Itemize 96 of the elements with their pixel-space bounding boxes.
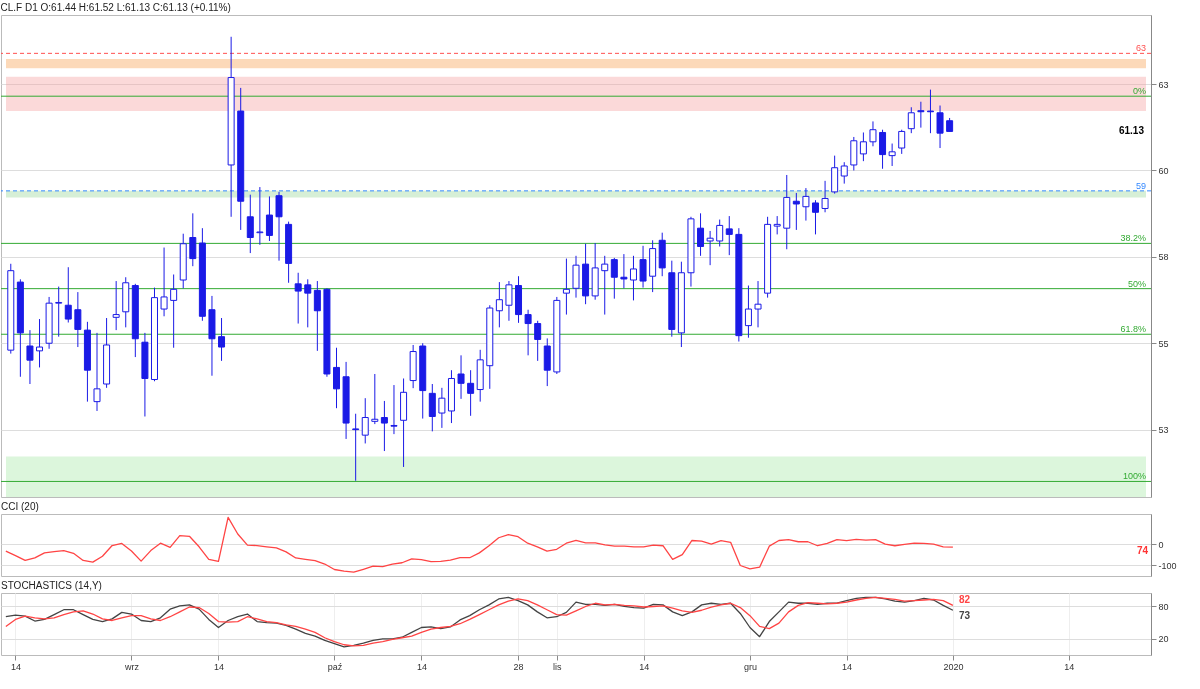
y-tick-label: 63 (1158, 79, 1169, 90)
candlestick (725, 215, 733, 256)
candlestick (74, 291, 82, 348)
line-series (5, 516, 954, 573)
candlestick (304, 278, 312, 328)
x-tick-label: 14 (639, 661, 650, 672)
y-tick-label: 53 (1158, 425, 1169, 436)
candlestick (36, 318, 44, 368)
candlestick (380, 400, 388, 452)
y-tick-label: 55 (1158, 338, 1169, 349)
x-tick-label: 14 (10, 661, 21, 672)
candlestick (572, 255, 580, 299)
candlestick (505, 280, 513, 322)
candlestick (926, 89, 934, 134)
candlestick (792, 192, 800, 231)
x-tick-label: paź (327, 661, 343, 672)
candlestick (629, 255, 637, 301)
annotation: 61.13 (1118, 125, 1145, 137)
y-tick-label: 58 (1158, 252, 1169, 263)
candlestick (821, 180, 829, 213)
ref-line-label: 63 (1135, 43, 1146, 54)
candlestick (898, 129, 906, 155)
y-tick-label: 20 (1158, 634, 1169, 645)
candlestick (55, 286, 63, 338)
candlestick (802, 187, 810, 222)
annotation: 38.2% (1120, 233, 1146, 244)
candlestick (189, 212, 197, 267)
candlestick (428, 383, 436, 432)
annotation: 74 (1136, 545, 1149, 557)
chart-title: CL.F D1 O:61.44 H:61.52 L:61.13 C:61.13 (+0.11%) (0, 2, 231, 13)
candlestick (438, 387, 446, 429)
candlestick (467, 369, 475, 417)
candlestick (256, 186, 264, 246)
candlestick (639, 245, 647, 289)
candlestick (112, 280, 120, 331)
candlestick (160, 247, 168, 317)
y-tick-label: 60 (1158, 165, 1169, 176)
annotation: 61.8% (1120, 324, 1146, 335)
candlestick (879, 129, 887, 170)
candlestick (936, 105, 944, 149)
candlestick (534, 320, 542, 362)
candlestick (917, 101, 925, 129)
candlestick (352, 413, 360, 482)
candlestick (333, 347, 340, 409)
x-tick-label: wrz (123, 661, 140, 672)
candlestick (218, 317, 226, 362)
data-label: 82 (958, 594, 971, 606)
candlestick (524, 309, 532, 356)
candlestick (246, 194, 254, 254)
candlestick (859, 131, 867, 162)
y-tick-label: -100 (1158, 560, 1177, 571)
candlestick (170, 273, 178, 349)
x-tick-label: 14 (416, 661, 427, 672)
candlestick (716, 219, 724, 247)
y-tick-label: 80 (1158, 601, 1169, 612)
candlestick (93, 332, 101, 412)
candlestick (744, 285, 752, 339)
annotation: 100% (1122, 471, 1146, 482)
candlestick (495, 281, 503, 328)
candlestick (610, 257, 618, 300)
candlestick (275, 191, 283, 262)
candlestick (457, 354, 465, 400)
x-tick-label: 14 (842, 661, 853, 672)
x-tick-label: 2020 (943, 661, 964, 672)
candlestick (265, 195, 273, 242)
candlestick (754, 280, 762, 328)
candlestick (869, 120, 877, 147)
x-tick-label: gru (743, 661, 757, 672)
x-tick-label: 14 (213, 661, 224, 672)
candlestick (773, 215, 781, 235)
data-label: 73 (958, 610, 971, 622)
candlestick (888, 143, 896, 167)
chart-title: CCI (20) (1, 501, 39, 512)
x-tick-label: 14 (1064, 661, 1075, 672)
candlestick (294, 272, 302, 325)
candlestick (390, 384, 398, 435)
ref-line-label: 59 (1135, 180, 1146, 191)
x-tick-label: lis (552, 661, 562, 672)
candlestick (620, 253, 628, 289)
candlestick (562, 258, 570, 316)
annotation: 50% (1127, 278, 1146, 289)
candlestick (907, 106, 915, 134)
y-tick-label: 0 (1158, 539, 1164, 550)
candlestick (601, 255, 609, 316)
candlestick (371, 373, 379, 425)
candlestick (812, 199, 819, 235)
annotation: 0% (1132, 86, 1146, 97)
candlestick (706, 230, 714, 266)
candlestick (361, 397, 369, 444)
candlestick (26, 329, 34, 385)
x-tick-label: 28 (513, 661, 524, 672)
candlestick (697, 212, 705, 257)
chart-title: STOCHASTICS (14,Y) (1, 580, 102, 591)
candlestick (840, 161, 848, 185)
candlestick (313, 280, 321, 352)
candlestick (64, 266, 72, 324)
